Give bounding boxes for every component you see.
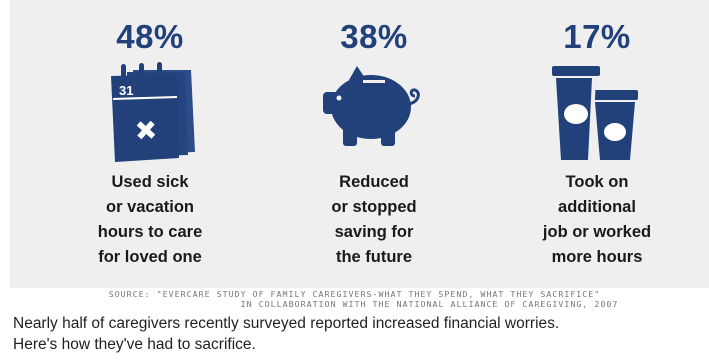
calendar-icon: 31: [60, 62, 240, 162]
calendar-date: 31: [119, 83, 133, 98]
piggy-bank-icon: [284, 62, 464, 162]
description-line: Reduced: [339, 173, 409, 191]
description-line: or vacation: [105, 198, 195, 216]
stat-description: Used sick or vacation hours to care for …: [60, 170, 240, 270]
infographic-panel: 48% 31: [10, 0, 709, 288]
description-line: Took on: [565, 173, 629, 191]
stat-percent: 17%: [563, 18, 631, 55]
stat-percent: 48%: [116, 18, 184, 55]
stat-percent: 38%: [340, 18, 408, 55]
description-line: saving for: [334, 223, 414, 241]
description-line: Used sick: [111, 173, 189, 191]
caption: Nearly half of caregivers recently surve…: [13, 313, 703, 355]
source-line: IN COLLABORATION WITH THE NATIONAL ALLIA…: [240, 299, 619, 309]
source-note: SOURCE: "EVERCARE STUDY OF FAMILY CAREGI…: [0, 289, 709, 309]
coffee-cups-icon: [507, 62, 687, 162]
description-line: or stopped: [331, 198, 417, 216]
source-line: SOURCE: "EVERCARE STUDY OF FAMILY CAREGI…: [108, 289, 601, 299]
description-line: for loved one: [98, 248, 202, 266]
description-line: more hours: [551, 248, 643, 266]
description-line: additional: [558, 198, 636, 216]
stat-description: Reduced or stopped saving for the future: [284, 170, 464, 270]
stat-description: Took on additional job or worked more ho…: [507, 170, 687, 270]
description-line: job or worked: [542, 223, 652, 241]
caption-line: Here's how they've had to sacrifice.: [13, 336, 256, 353]
caption-line: Nearly half of caregivers recently surve…: [13, 315, 560, 332]
description-line: hours to care: [97, 223, 203, 241]
description-line: the future: [335, 248, 413, 266]
